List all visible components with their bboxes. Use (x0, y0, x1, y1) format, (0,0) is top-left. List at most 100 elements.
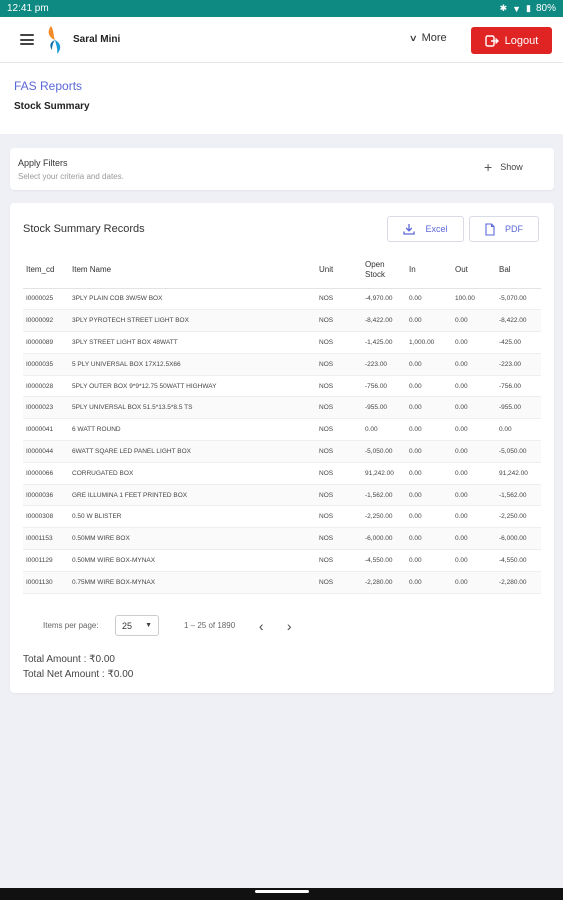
table-header-row: Item_cd Item Name Unit Open Stock In Out Bal (23, 253, 541, 289)
table-cell: 3PLY STREET LIGHT BOX 48WATT (69, 331, 316, 354)
table-cell: -425.00 (496, 331, 541, 354)
breadcrumb-fas-reports[interactable]: FAS Reports (14, 79, 83, 93)
table-row: I0000036 GRE ILLUMINA 1 FEET PRINTED BOX N… (23, 484, 541, 507)
table-row: I0000308 0.50 W BLISTER NOS -2,250.00 0.00 0.… (23, 505, 541, 529)
table-cell: I0000036 (23, 484, 69, 507)
table-cell: NOS (316, 505, 362, 529)
table-cell: I0000092 (23, 309, 69, 333)
table-cell: 0.00 (452, 375, 496, 398)
table-cell: -4,550.00 (362, 549, 406, 572)
system-nav-bar (0, 888, 563, 900)
table-cell: 0.00 (452, 396, 496, 420)
table-cell: 3PLY PYROTECH STREET LIGHT BOX (69, 309, 316, 333)
more-menu-button[interactable]: ∨ More (408, 32, 447, 44)
table-cell: 0.50MM WIRE BOX-MYNAX (69, 549, 316, 572)
table-cell: -2,280.00 (496, 571, 541, 594)
table-cell: 0.00 (452, 571, 496, 594)
items-per-page-label: Items per page: (43, 621, 99, 630)
table-cell: 0.00 (452, 440, 496, 463)
table-cell: 6WATT SQARE LED PANEL LIGHT BOX (69, 440, 316, 463)
total-amount: Total Amount : ₹0.00 (23, 654, 115, 665)
table-cell: 6 WATT ROUND (69, 418, 316, 442)
table-cell: NOS (316, 527, 362, 551)
next-page-icon[interactable]: › (286, 617, 292, 634)
caret-down-icon: ▼ (145, 622, 152, 629)
table-row: I0000035 5 PLY UNIVERSAL BOX 17X12.5X66 NO… (23, 353, 541, 376)
home-handle[interactable] (255, 890, 309, 893)
page-title: Stock Summary (14, 101, 90, 112)
excel-export-button[interactable]: Excel (387, 216, 464, 242)
table-row: I0001153 0.50MM WIRE BOX NOS -6,000.00 0.00 0… (23, 527, 541, 551)
download-icon (403, 224, 416, 235)
table-cell: -955.00 (496, 396, 541, 420)
table-cell: 0.00 (496, 418, 541, 442)
table-cell: 0.00 (406, 288, 452, 311)
table-row: I0000066 CORRUGATED BOX NOS 91,242.00 0.00 0.… (23, 462, 541, 485)
table-cell: 0.50 W BLISTER (69, 505, 316, 529)
battery-level: 80% (535, 3, 556, 14)
table-cell: 0.00 (406, 505, 452, 529)
logout-button[interactable]: Logout (471, 27, 552, 54)
table-cell: -955.00 (362, 396, 406, 420)
document-icon (485, 222, 495, 236)
table-cell: NOS (316, 549, 362, 572)
logout-label: Logout (504, 34, 539, 47)
filters-title: Apply Filters (18, 158, 68, 168)
table-cell: -2,250.00 (496, 505, 541, 529)
table-row: I0001129 0.50MM WIRE BOX-MYNAX NOS -4,550.0… (23, 549, 541, 572)
table-cell: NOS (316, 462, 362, 485)
breadcrumb: FAS Reports Stock Summary (0, 63, 563, 134)
table-cell: -1,562.00 (496, 484, 541, 507)
table-cell: NOS (316, 331, 362, 354)
chevron-down-icon: ∨ (408, 32, 418, 43)
table-cell: 0.00 (406, 375, 452, 398)
table-cell: 0.00 (452, 527, 496, 551)
table-cell: 91,242.00 (362, 462, 406, 485)
table-cell: I0000023 (23, 396, 69, 420)
stock-table: Item_cd Item Name Unit Open Stock In Out Bal I… (23, 253, 541, 594)
column-header: Unit (316, 253, 362, 289)
table-cell: 0.00 (406, 353, 452, 376)
table-cell: 0.00 (406, 396, 452, 420)
table-row: I0000023 5PLY UNIVERSAL BOX 51.5*13.5*8.5… (23, 396, 541, 420)
table-cell: -223.00 (362, 353, 406, 376)
table-cell: I0000089 (23, 331, 69, 354)
column-header: Bal (496, 253, 541, 289)
table-cell: 0.00 (452, 331, 496, 354)
table-cell: CORRUGATED BOX (69, 462, 316, 485)
show-filters-button[interactable]: + Show (484, 160, 523, 174)
table-cell: 0.00 (406, 549, 452, 572)
table-cell: I0000025 (23, 288, 69, 311)
more-label: More (421, 32, 447, 44)
items-per-page-select[interactable]: 25 ▼ (115, 615, 159, 636)
table-row: I0000025 3PLY PLAIN COB 3W/5W BOX NOS -4,97… (23, 288, 541, 311)
table-cell: 0.00 (406, 484, 452, 507)
table-cell: -6,000.00 (496, 527, 541, 551)
table-cell: -8,422.00 (362, 309, 406, 333)
table-cell: 5PLY OUTER BOX 9*9*12.75 50WATT HIGHWAY (69, 375, 316, 398)
hamburger-menu-icon[interactable] (20, 34, 34, 45)
bluetooth-icon: ✱ (499, 3, 508, 13)
previous-page-icon[interactable]: ‹ (258, 617, 264, 634)
logout-icon (484, 34, 499, 47)
table-cell: 0.00 (452, 484, 496, 507)
page-range: 1 – 25 of 1890 (184, 621, 236, 630)
table-cell: -5,050.00 (362, 440, 406, 463)
table-cell: I0000044 (23, 440, 69, 463)
table-cell: I0000066 (23, 462, 69, 485)
table-cell: I0001153 (23, 527, 69, 551)
table-cell: NOS (316, 375, 362, 398)
pdf-export-button[interactable]: PDF (469, 216, 539, 242)
table-cell: -223.00 (496, 353, 541, 376)
table-cell: -6,000.00 (362, 527, 406, 551)
status-time: 12:41 pm (7, 3, 49, 14)
table-cell: I0001130 (23, 571, 69, 594)
table-cell: 3PLY PLAIN COB 3W/5W BOX (69, 288, 316, 311)
table-cell: 0.00 (406, 418, 452, 442)
table-cell: 5 PLY UNIVERSAL BOX 17X12.5X66 (69, 353, 316, 376)
table-cell: 0.00 (452, 462, 496, 485)
table-cell: -4,970.00 (362, 288, 406, 311)
table-cell: -4,550.00 (496, 549, 541, 572)
table-cell: NOS (316, 571, 362, 594)
filters-panel[interactable]: Apply Filters Select your criteria and d… (10, 148, 554, 190)
